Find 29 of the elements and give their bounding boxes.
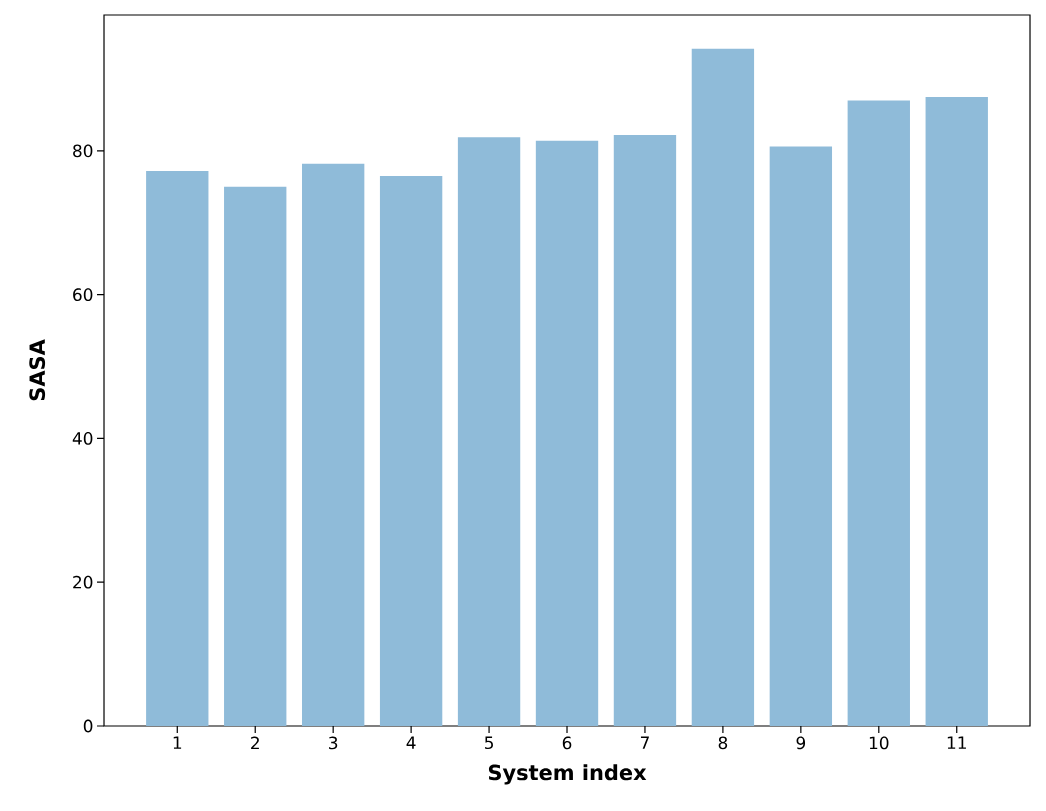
y-tick-label: 80: [73, 144, 93, 158]
x-tick-label: 2: [251, 736, 259, 750]
x-tick-label: 9: [796, 736, 806, 750]
bar: [146, 170, 209, 726]
x-tick-label: 8: [718, 736, 728, 750]
x-tick-label: 11: [947, 736, 966, 749]
bar: [925, 96, 988, 726]
bar: [691, 48, 755, 726]
bar: [535, 140, 599, 726]
x-tick-label: 6: [562, 736, 572, 750]
bar: [613, 135, 677, 726]
x-tick-label: 4: [406, 736, 416, 749]
bar: [224, 186, 287, 726]
x-tick-label: 7: [640, 736, 649, 749]
y-axis-title: SASA: [29, 339, 46, 401]
bar: [769, 146, 833, 726]
x-tick-label: 10: [869, 736, 889, 750]
x-tick-label: 1: [173, 736, 182, 749]
bar: [301, 163, 365, 726]
bar: [457, 137, 521, 726]
x-tick-label: 5: [484, 736, 493, 750]
y-tick-label: 40: [72, 432, 93, 445]
bar: [847, 100, 910, 726]
x-axis-title: System index: [488, 764, 647, 785]
x-tick-label: 3: [329, 736, 338, 750]
y-tick-label: 0: [83, 719, 93, 733]
y-tick-label: 60: [73, 288, 93, 302]
bar: [379, 176, 443, 726]
y-tick-label: 20: [73, 575, 93, 589]
